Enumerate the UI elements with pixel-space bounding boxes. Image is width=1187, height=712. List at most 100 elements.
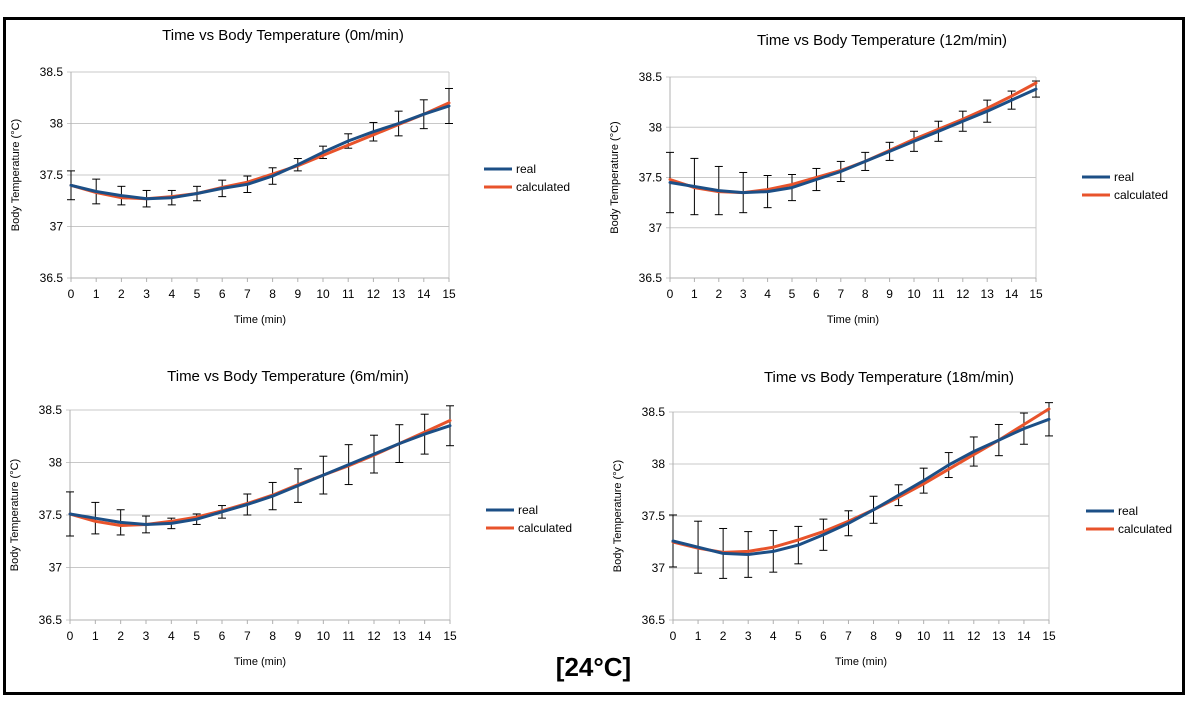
chart2-legend-label-real: real	[1114, 170, 1134, 184]
chart4-x-tick-label: 2	[720, 629, 727, 643]
chart3-title: Time vs Body Temperature (6m/min)	[167, 368, 409, 385]
chart2-x-tick-label: 10	[907, 287, 921, 301]
chart3-x-tick-label: 2	[117, 629, 124, 643]
chart4-x-tick-label: 15	[1042, 629, 1056, 643]
chart1-y-tick-label: 38.5	[40, 65, 64, 79]
chart2-x-tick-label: 8	[862, 287, 869, 301]
chart4-x-tick-label: 3	[745, 629, 752, 643]
chart2-x-tick-label: 7	[837, 287, 844, 301]
chart3-x-tick-label: 14	[418, 629, 432, 643]
chart2-x-tick-label: 5	[789, 287, 796, 301]
chart3-x-tick-label: 9	[295, 629, 302, 643]
chart4-y-tick-label: 38.5	[642, 405, 666, 419]
chart2-x-tick-label: 1	[691, 287, 698, 301]
chart1-legend-label-calculated: calculated	[516, 180, 570, 194]
chart4-y-axis-label: Body Temperature (°C)	[612, 460, 624, 572]
chart2-series-line-real	[668, 87, 1038, 195]
chart1-legend-label-real: real	[516, 162, 536, 176]
chart2-x-tick-label: 4	[764, 287, 771, 301]
chart1-x-tick-label: 4	[168, 287, 175, 301]
chart4-x-tick-label: 4	[770, 629, 777, 643]
chart3-x-tick-label: 5	[193, 629, 200, 643]
chart1-x-tick-label: 3	[143, 287, 150, 301]
chart3-series-line-calculated	[68, 419, 452, 527]
temperature-condition-label: [24°C]	[555, 652, 632, 682]
chart1-y-tick-label: 38	[50, 117, 64, 131]
chart3-legend-label-calculated: calculated	[518, 521, 572, 535]
chart3-legend-label-real: real	[518, 503, 538, 517]
chart2-y-tick-label: 38	[649, 120, 663, 134]
chart2-y-tick-label: 38.5	[639, 70, 663, 84]
chart4-x-tick-label: 6	[820, 629, 827, 643]
chart4-x-tick-label: 9	[895, 629, 902, 643]
chart3-x-tick-label: 8	[269, 629, 276, 643]
chart1-y-tick-label: 37.5	[40, 168, 64, 182]
chart3-x-tick-label: 12	[367, 629, 381, 643]
chart4-x-tick-label: 8	[870, 629, 877, 643]
chart1-y-axis-label: Body Temperature (°C)	[10, 119, 22, 231]
chart2-x-tick-label: 2	[715, 287, 722, 301]
chart1-x-tick-label: 0	[68, 287, 75, 301]
chart1-x-tick-label: 9	[294, 287, 301, 301]
chart1-x-tick-label: 7	[244, 287, 251, 301]
chart1-x-tick-label: 5	[194, 287, 201, 301]
chart1-x-tick-label: 15	[442, 287, 456, 301]
chart3-x-tick-label: 4	[168, 629, 175, 643]
chart2-series-line-calculated	[668, 81, 1038, 195]
chart2-x-tick-label: 9	[886, 287, 893, 301]
chart2-y-tick-label: 37.5	[639, 171, 663, 185]
chart3-y-tick-label: 36.5	[39, 613, 63, 627]
chart2-x-tick-label: 12	[956, 287, 970, 301]
chart4-x-tick-label: 11	[942, 629, 955, 643]
chart4-series-line-calculated	[671, 407, 1051, 554]
chart1-x-tick-label: 14	[417, 287, 431, 301]
chart2-legend-label-calculated: calculated	[1114, 188, 1168, 202]
chart4-x-tick-label: 5	[795, 629, 802, 643]
chart3-y-tick-label: 37.5	[39, 508, 63, 522]
charts-canvas: Time vs Body Temperature (0m/min)36.5373…	[9, 27, 1172, 668]
chart2-x-tick-label: 0	[667, 287, 674, 301]
chart1-x-tick-label: 2	[118, 287, 125, 301]
chart4-x-tick-label: 12	[967, 629, 981, 643]
chart4-series-line-real	[671, 417, 1051, 556]
chart1-y-tick-label: 37	[50, 220, 64, 234]
chart1-series-line-calculated	[69, 101, 451, 201]
chart4-x-tick-label: 1	[695, 629, 702, 643]
chart1-x-tick-label: 6	[219, 287, 226, 301]
chart1-y-tick-label: 36.5	[40, 271, 64, 285]
chart2-x-tick-label: 3	[740, 287, 747, 301]
chart4-x-tick-label: 7	[845, 629, 852, 643]
chart3-x-tick-label: 6	[219, 629, 226, 643]
chart2-x-axis-label: Time (min)	[827, 314, 879, 326]
chart1-x-tick-label: 11	[342, 287, 355, 301]
chart2-title: Time vs Body Temperature (12m/min)	[757, 32, 1007, 49]
chart4-legend-label-calculated: calculated	[1118, 522, 1172, 536]
chart2-y-tick-label: 37	[649, 221, 663, 235]
chart4-x-tick-label: 14	[1017, 629, 1031, 643]
chart2-x-tick-label: 15	[1029, 287, 1043, 301]
chart2-x-tick-label: 13	[981, 287, 995, 301]
chart4-y-tick-label: 37.5	[642, 509, 666, 523]
chart4-x-tick-label: 10	[917, 629, 931, 643]
chart4-y-tick-label: 37	[652, 561, 666, 575]
chart3-x-tick-label: 0	[67, 629, 74, 643]
chart3-x-tick-label: 11	[342, 629, 355, 643]
chart1-title: Time vs Body Temperature (0m/min)	[162, 27, 404, 44]
chart4-x-tick-label: 0	[670, 629, 677, 643]
chart2-x-tick-label: 14	[1005, 287, 1019, 301]
chart3-series-line-real	[68, 424, 452, 526]
chart3-y-tick-label: 38	[49, 456, 63, 470]
chart2-y-axis-label: Body Temperature (°C)	[609, 121, 621, 233]
chart1-x-tick-label: 13	[392, 287, 406, 301]
chart3-x-tick-label: 3	[143, 629, 150, 643]
chart1-x-tick-label: 12	[367, 287, 381, 301]
chart2-y-tick-label: 36.5	[639, 271, 663, 285]
chart3-x-axis-label: Time (min)	[234, 656, 286, 668]
chart2-x-tick-label: 11	[932, 287, 945, 301]
chart4-y-tick-label: 36.5	[642, 613, 666, 627]
chart1-x-axis-label: Time (min)	[234, 314, 286, 326]
chart1-x-tick-label: 8	[269, 287, 276, 301]
chart3-y-axis-label: Body Temperature (°C)	[9, 459, 21, 571]
figure-frame: Time vs Body Temperature (0m/min) 36.5 37 3…	[3, 17, 1185, 695]
chart4-x-axis-label: Time (min)	[835, 656, 887, 668]
